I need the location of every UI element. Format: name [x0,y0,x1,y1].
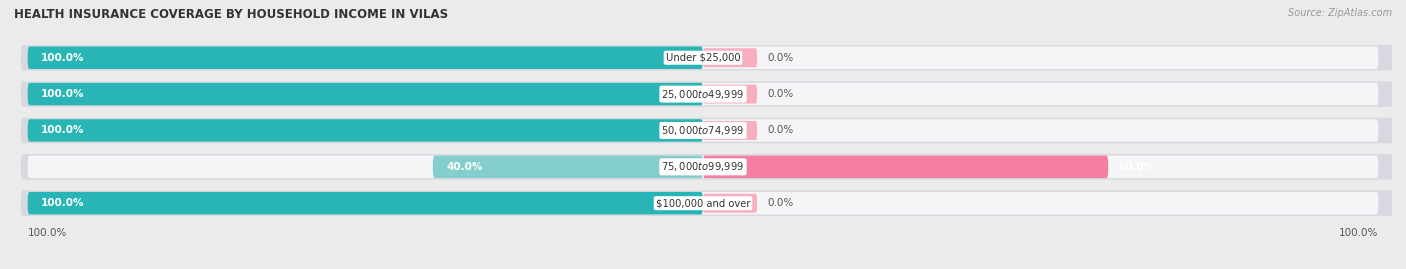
Text: $100,000 and over: $100,000 and over [655,198,751,208]
FancyBboxPatch shape [433,155,703,178]
FancyBboxPatch shape [28,47,1378,69]
FancyBboxPatch shape [703,155,1108,178]
FancyBboxPatch shape [21,118,1399,143]
FancyBboxPatch shape [703,121,756,140]
Text: $50,000 to $74,999: $50,000 to $74,999 [661,124,745,137]
FancyBboxPatch shape [28,119,1378,142]
FancyBboxPatch shape [21,154,1399,180]
Text: 100.0%: 100.0% [41,53,84,63]
Text: 0.0%: 0.0% [768,53,793,63]
FancyBboxPatch shape [21,45,1399,70]
Text: 40.0%: 40.0% [446,162,482,172]
Text: 100.0%: 100.0% [1339,228,1378,238]
Text: Under $25,000: Under $25,000 [665,53,741,63]
Text: $75,000 to $99,999: $75,000 to $99,999 [661,160,745,173]
FancyBboxPatch shape [703,194,756,213]
Text: 0.0%: 0.0% [768,89,793,99]
Text: 100.0%: 100.0% [41,198,84,208]
FancyBboxPatch shape [28,83,703,105]
Text: $25,000 to $49,999: $25,000 to $49,999 [661,88,745,101]
Text: 100.0%: 100.0% [41,89,84,99]
FancyBboxPatch shape [28,47,703,69]
FancyBboxPatch shape [21,81,1399,107]
Text: 0.0%: 0.0% [768,198,793,208]
FancyBboxPatch shape [703,85,756,104]
Text: 0.0%: 0.0% [768,125,793,136]
Text: 100.0%: 100.0% [41,125,84,136]
FancyBboxPatch shape [28,119,703,142]
FancyBboxPatch shape [28,192,1378,214]
Text: Source: ZipAtlas.com: Source: ZipAtlas.com [1288,8,1392,18]
FancyBboxPatch shape [703,48,756,67]
FancyBboxPatch shape [28,192,703,214]
Text: HEALTH INSURANCE COVERAGE BY HOUSEHOLD INCOME IN VILAS: HEALTH INSURANCE COVERAGE BY HOUSEHOLD I… [14,8,449,21]
FancyBboxPatch shape [21,190,1399,216]
FancyBboxPatch shape [28,155,1378,178]
FancyBboxPatch shape [28,83,1378,105]
Text: 60.0%: 60.0% [1118,162,1154,172]
Text: 100.0%: 100.0% [28,228,67,238]
